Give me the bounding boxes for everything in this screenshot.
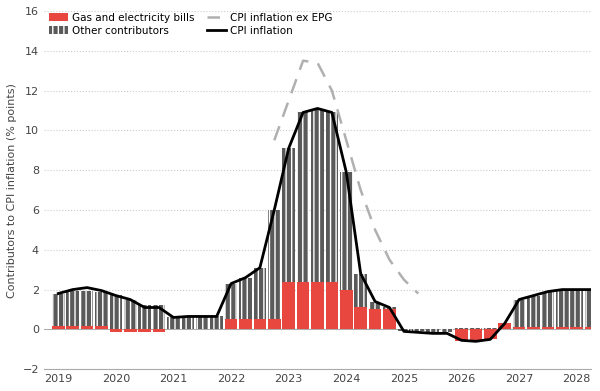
Y-axis label: Contributors to CPI inflation (% points): Contributors to CPI inflation (% points) [7,83,17,298]
Bar [556,290,569,327]
Bar [571,327,583,329]
Bar [369,301,382,310]
Bar [556,327,569,329]
Bar [412,329,425,332]
Bar [383,310,396,329]
Bar [182,316,194,329]
Bar [427,329,439,332]
Bar [599,327,600,329]
Bar [110,294,122,329]
Bar [355,307,367,329]
Bar [254,268,266,319]
Bar [513,327,526,329]
Bar [268,319,281,329]
Bar [268,210,281,319]
Bar [225,283,238,319]
Bar [571,290,583,327]
Bar [153,329,166,332]
Bar [239,319,252,329]
Bar [527,296,540,327]
Bar [139,305,151,329]
Bar [484,329,497,339]
Bar [383,307,396,310]
Bar [369,310,382,329]
Bar [355,274,367,307]
Bar [484,328,497,329]
Bar [81,326,94,329]
Bar [513,300,526,327]
Bar [599,290,600,327]
Bar [585,290,598,327]
Bar [527,327,540,329]
Bar [398,329,410,332]
Legend: Gas and electricity bills, Other contributors, CPI inflation ex EPG, CPI inflati: Gas and electricity bills, Other contrib… [49,13,332,36]
Bar [52,294,65,326]
Bar [225,319,238,329]
Bar [499,323,511,329]
Bar [95,326,108,329]
Bar [283,282,295,329]
Bar [297,113,310,282]
Bar [110,329,122,332]
Bar [211,316,223,329]
Bar [283,148,295,282]
Bar [542,292,554,327]
Bar [585,327,598,329]
Bar [311,109,324,282]
Bar [124,300,137,329]
Bar [326,282,338,329]
Bar [470,328,482,329]
Bar [196,316,209,329]
Bar [542,327,554,329]
Bar [67,291,79,326]
Bar [455,329,468,341]
Bar [124,329,137,332]
Bar [326,113,338,282]
Bar [239,278,252,319]
Bar [254,319,266,329]
Bar [52,326,65,329]
Bar [455,328,468,329]
Bar [67,326,79,329]
Bar [441,329,454,332]
Bar [340,172,353,290]
Bar [297,282,310,329]
Bar [311,282,324,329]
Bar [340,290,353,329]
Bar [81,291,94,326]
Bar [470,329,482,341]
Bar [167,317,180,329]
Bar [95,292,108,326]
Bar [153,305,166,329]
Bar [139,329,151,332]
